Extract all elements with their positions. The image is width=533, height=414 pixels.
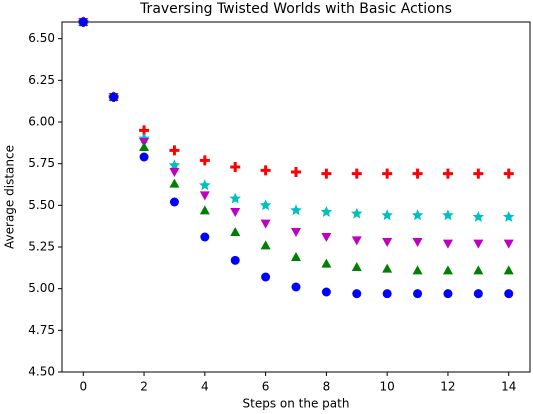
- data-point: [169, 168, 180, 177]
- data-point: [139, 142, 150, 151]
- data-point: [473, 289, 483, 299]
- data-point: [321, 168, 332, 179]
- data-point: [230, 255, 240, 265]
- data-point: [261, 272, 271, 282]
- data-point: [382, 238, 393, 247]
- data-point: [229, 192, 241, 204]
- data-point: [412, 168, 423, 179]
- data-point: [109, 92, 119, 102]
- x-tick-label: 10: [380, 380, 395, 394]
- data-point: [260, 240, 271, 250]
- data-point: [412, 265, 423, 275]
- data-point: [320, 206, 333, 217]
- y-tick-label: 4.50: [28, 365, 55, 379]
- y-tick-label: 6.25: [28, 73, 55, 87]
- data-point: [473, 265, 484, 275]
- data-point: [78, 17, 88, 27]
- data-point: [199, 179, 211, 191]
- chart-title: Traversing Twisted Worlds with Basic Act…: [139, 1, 452, 17]
- data-point: [199, 155, 210, 166]
- y-tick-label: 5.25: [28, 240, 55, 254]
- data-point: [381, 209, 393, 221]
- x-tick-label: 14: [501, 380, 516, 394]
- data-point: [351, 236, 362, 246]
- y-tick-label: 5.75: [28, 156, 55, 170]
- data-point: [260, 219, 271, 229]
- data-point: [169, 178, 180, 188]
- data-point: [412, 238, 423, 247]
- data-point: [503, 168, 514, 179]
- data-point: [351, 262, 362, 271]
- data-point: [442, 265, 453, 275]
- data-point: [382, 289, 392, 299]
- x-tick-label: 8: [323, 380, 331, 394]
- data-point: [291, 252, 301, 261]
- data-point: [352, 289, 362, 299]
- data-point: [321, 287, 331, 297]
- data-point: [321, 258, 332, 268]
- data-point: [139, 152, 149, 162]
- data-point: [503, 239, 514, 249]
- x-axis-label: Steps on the path: [243, 397, 350, 411]
- data-point: [291, 167, 301, 177]
- data-point: [473, 239, 484, 249]
- data-point: [504, 289, 514, 299]
- data-point: [442, 209, 454, 221]
- data-point: [260, 165, 271, 176]
- data-point: [503, 265, 514, 275]
- y-tick-label: 5.00: [28, 281, 55, 295]
- data-point: [230, 227, 241, 236]
- y-tick-label: 5.50: [28, 198, 55, 212]
- data-point: [290, 204, 302, 216]
- data-point: [199, 191, 210, 201]
- data-point: [413, 289, 423, 299]
- plot-frame: [61, 21, 531, 373]
- data-point: [382, 168, 393, 179]
- data-point: [473, 168, 484, 179]
- data-point: [503, 211, 515, 222]
- data-point: [200, 232, 210, 242]
- data-point: [321, 233, 332, 242]
- data-point: [351, 168, 362, 179]
- data-point: [169, 197, 179, 207]
- data-point: [168, 159, 181, 171]
- data-point: [472, 211, 484, 222]
- data-point: [199, 205, 210, 215]
- x-tick-label: 0: [79, 380, 87, 394]
- y-tick-label: 4.75: [28, 323, 55, 337]
- data-point: [411, 209, 424, 221]
- data-point: [382, 263, 393, 273]
- y-axis-label: Average distance: [3, 145, 17, 249]
- x-tick-label: 6: [262, 380, 270, 394]
- data-point: [230, 162, 241, 172]
- data-point: [291, 282, 301, 292]
- data-point: [291, 228, 301, 237]
- data-point: [230, 208, 241, 217]
- y-tick-label: 6.50: [28, 31, 55, 45]
- data-point: [351, 207, 363, 219]
- data-point: [442, 239, 453, 249]
- x-tick-label: 12: [440, 380, 455, 394]
- x-tick-label: 2: [140, 380, 148, 394]
- y-tick-label: 6.00: [28, 115, 55, 129]
- data-point: [442, 168, 453, 179]
- x-tick-label: 4: [201, 380, 209, 394]
- data-point: [259, 199, 272, 211]
- data-point: [169, 145, 180, 156]
- data-point: [443, 289, 453, 299]
